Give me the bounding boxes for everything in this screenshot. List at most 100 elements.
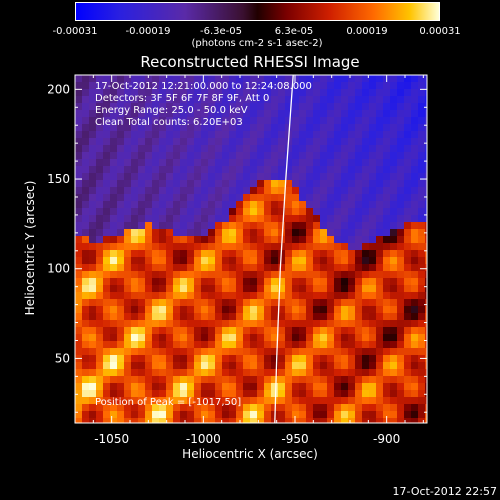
heatmap-cell <box>334 96 342 104</box>
heatmap-cell <box>131 278 139 286</box>
heatmap-cell <box>411 355 419 363</box>
heatmap-cell <box>180 138 188 146</box>
heatmap-cell <box>173 299 181 307</box>
heatmap-cell <box>166 313 174 321</box>
heatmap-cell <box>425 264 427 272</box>
heatmap-cell <box>117 159 125 167</box>
heatmap-cell <box>285 166 293 174</box>
heatmap-cell <box>215 145 223 153</box>
heatmap-cell <box>271 243 279 251</box>
heatmap-cell <box>257 131 265 139</box>
heatmap-cell <box>145 166 153 174</box>
heatmap-cell <box>208 320 216 328</box>
heatmap-cell <box>103 180 111 188</box>
heatmap-cell <box>229 117 237 125</box>
heatmap-cell <box>348 299 356 307</box>
heatmap-cell <box>404 75 412 83</box>
heatmap-cell <box>194 250 202 258</box>
heatmap-cell <box>334 348 342 356</box>
heatmap-cell <box>278 180 286 188</box>
heatmap-cell <box>215 313 223 321</box>
x-axis-label: Heliocentric X (arcsec) <box>182 447 318 461</box>
heatmap-cell <box>215 229 223 237</box>
heatmap-cell <box>145 124 153 132</box>
heatmap-cell <box>243 250 251 258</box>
heatmap-cell <box>383 341 391 349</box>
heatmap-cell <box>110 194 118 202</box>
heatmap-cell <box>313 271 321 279</box>
heatmap-cell <box>194 229 202 237</box>
heatmap-cell <box>397 313 405 321</box>
heatmap-cell <box>152 138 160 146</box>
heatmap-cell <box>215 334 223 342</box>
heatmap-cell <box>348 229 356 237</box>
heatmap-cell <box>103 89 111 97</box>
heatmap-cell <box>103 152 111 160</box>
heatmap-cell <box>89 222 97 230</box>
heatmap-cell <box>103 299 111 307</box>
heatmap-cell <box>124 348 132 356</box>
heatmap-cell <box>320 138 328 146</box>
heatmap-cell <box>103 250 111 258</box>
heatmap-cell <box>320 236 328 244</box>
heatmap-cell <box>397 110 405 118</box>
heatmap-cell <box>271 152 279 160</box>
heatmap-cell <box>194 334 202 342</box>
heatmap-cell <box>390 355 398 363</box>
heatmap-cell <box>264 208 272 216</box>
heatmap-cell <box>397 404 405 412</box>
heatmap-cell <box>117 418 125 423</box>
heatmap-cell <box>278 89 286 97</box>
heatmap-cell <box>131 96 139 104</box>
heatmap-cell <box>278 383 286 391</box>
heatmap-cell <box>75 397 83 405</box>
heatmap-cell <box>257 187 265 195</box>
heatmap-cell <box>299 117 307 125</box>
heatmap-cell <box>369 362 377 370</box>
heatmap-cell <box>194 117 202 125</box>
heatmap-cell <box>257 215 265 223</box>
heatmap-cell <box>215 138 223 146</box>
heatmap-cell <box>215 404 223 412</box>
heatmap-cell <box>187 404 195 412</box>
heatmap-cell <box>215 222 223 230</box>
heatmap-cell <box>348 131 356 139</box>
heatmap-cell <box>334 131 342 139</box>
heatmap-cell <box>306 229 314 237</box>
heatmap-cell <box>166 145 174 153</box>
heatmap-cell <box>103 201 111 209</box>
heatmap-cell <box>152 222 160 230</box>
heatmap-cell <box>313 250 321 258</box>
heatmap-cell <box>257 334 265 342</box>
heatmap-cell <box>103 208 111 216</box>
heatmap-cell <box>355 334 363 342</box>
heatmap-cell <box>250 166 258 174</box>
heatmap-cell <box>222 131 230 139</box>
heatmap-cell <box>271 201 279 209</box>
heatmap-cell <box>341 264 349 272</box>
heatmap-cell <box>159 390 167 398</box>
heatmap-cell <box>159 103 167 111</box>
heatmap-cell <box>250 348 258 356</box>
heatmap-cell <box>131 222 139 230</box>
heatmap-cell <box>145 299 153 307</box>
heatmap-cell <box>145 243 153 251</box>
heatmap-cell <box>243 362 251 370</box>
heatmap-cell <box>152 306 160 314</box>
heatmap-cell <box>124 271 132 279</box>
heatmap-cell <box>404 313 412 321</box>
heatmap-cell <box>208 299 216 307</box>
heatmap-cell <box>222 299 230 307</box>
heatmap-cell <box>425 89 427 97</box>
heatmap-cell <box>313 383 321 391</box>
heatmap-cell <box>397 341 405 349</box>
heatmap-cell <box>152 320 160 328</box>
heatmap-cell <box>201 404 209 412</box>
heatmap-cell <box>425 271 427 279</box>
heatmap-cell <box>159 404 167 412</box>
heatmap-cell <box>355 194 363 202</box>
heatmap-cell <box>320 292 328 300</box>
heatmap-cell <box>110 152 118 160</box>
heatmap-cell <box>145 264 153 272</box>
heatmap-cell <box>362 264 370 272</box>
